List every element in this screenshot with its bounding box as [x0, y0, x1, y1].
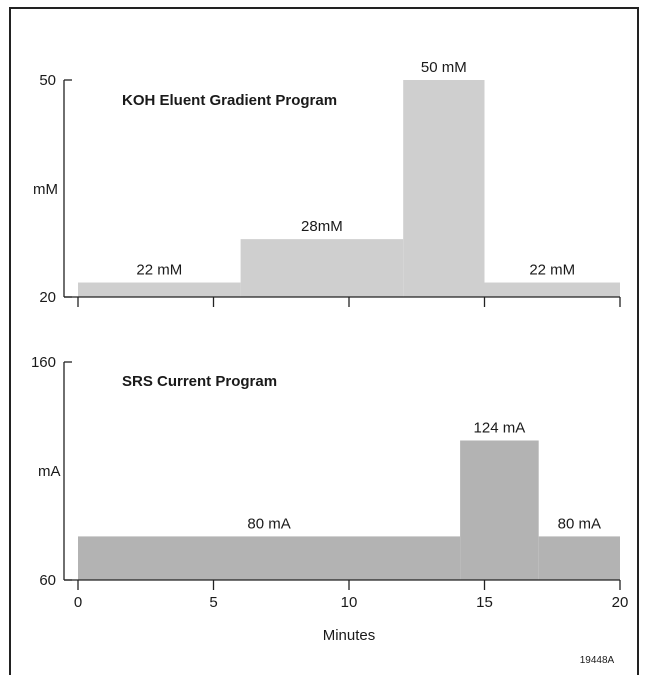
srs-y-tick-label-0: 60: [39, 572, 56, 589]
srs-y-axis-label: mA: [38, 463, 61, 480]
srs-step-label-0: 80 mA: [247, 515, 290, 532]
srs-step-bar-0: [78, 536, 461, 580]
koh-y-tick-label-0: 20: [39, 289, 56, 306]
koh-step-bar-3: [484, 282, 620, 297]
koh-y-tick-label-1: 50: [39, 72, 56, 89]
koh-panel-title: KOH Eluent Gradient Program: [122, 92, 337, 109]
koh-step-labels: 22 mM 28mM 50 mM 22 mM: [136, 59, 575, 279]
x-tick-label-2: 10: [341, 594, 358, 611]
koh-step-label-1: 28mM: [301, 218, 343, 235]
srs-step-label-2: 80 mA: [558, 515, 601, 532]
koh-step-bars: [78, 80, 620, 297]
x-tick-label-1: 5: [209, 594, 217, 611]
koh-step-label-0: 22 mM: [136, 262, 182, 279]
srs-panel-title: SRS Current Program: [122, 373, 277, 390]
srs-step-label-1: 124 mA: [474, 419, 526, 436]
x-tick-label-4: 20: [612, 594, 629, 611]
koh-x-ticks: [64, 296, 621, 307]
figure-border: [9, 7, 639, 675]
srs-y-tick-label-1: 160: [31, 354, 56, 371]
srs-step-bar-1: [460, 440, 539, 580]
figure-id: 19448A: [580, 655, 615, 666]
x-tick-label-3: 15: [476, 594, 493, 611]
srs-x-ticks: [64, 579, 621, 590]
koh-step-bar-1: [240, 239, 404, 297]
koh-step-label-3: 22 mM: [529, 262, 575, 279]
koh-y-axis-label: mM: [33, 181, 58, 198]
koh-step-label-2: 50 mM: [421, 59, 467, 76]
koh-step-bar-0: [78, 282, 241, 297]
x-tick-labels: 0 5 10 15 20: [74, 594, 629, 611]
srs-step-bars: [78, 440, 620, 580]
koh-step-bar-2: [403, 80, 485, 297]
x-tick-label-0: 0: [74, 594, 82, 611]
srs-step-labels: 80 mA 124 mA 80 mA: [247, 419, 601, 532]
x-axis-label: Minutes: [323, 627, 376, 644]
koh-gradient-panel: 22 mM 28mM 50 mM 22 mM KOH Eluent Gradient …: [33, 59, 621, 307]
srs-y-ticks: 60 160: [31, 354, 72, 589]
srs-step-bar-2: [538, 536, 620, 580]
